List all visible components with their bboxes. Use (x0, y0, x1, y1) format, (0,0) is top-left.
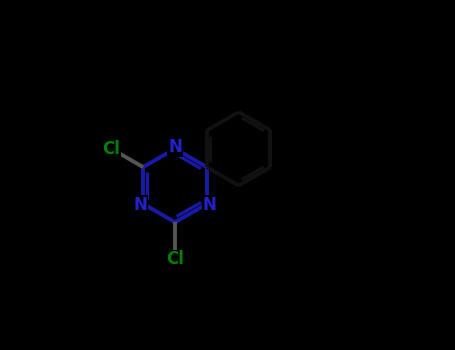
Text: N: N (168, 138, 182, 156)
Text: Cl: Cl (102, 140, 120, 158)
Text: N: N (202, 196, 217, 214)
Text: Cl: Cl (166, 250, 184, 268)
Text: N: N (133, 196, 147, 214)
